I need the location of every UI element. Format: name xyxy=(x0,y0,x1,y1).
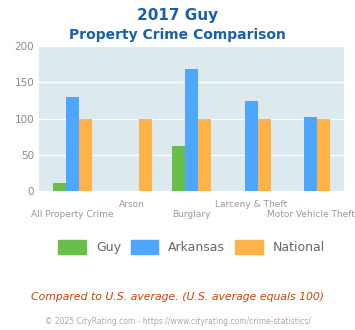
Bar xyxy=(245,101,258,191)
Bar xyxy=(185,69,198,191)
Bar xyxy=(79,119,92,191)
Bar xyxy=(139,119,152,191)
Text: Burglary: Burglary xyxy=(173,210,211,219)
Text: All Property Crime: All Property Crime xyxy=(31,210,114,219)
Bar xyxy=(258,119,271,191)
Text: Compared to U.S. average. (U.S. average equals 100): Compared to U.S. average. (U.S. average … xyxy=(31,292,324,302)
Text: Larceny & Theft: Larceny & Theft xyxy=(215,200,287,209)
Bar xyxy=(317,119,331,191)
Bar xyxy=(53,183,66,191)
Text: Motor Vehicle Theft: Motor Vehicle Theft xyxy=(267,210,355,219)
Text: Property Crime Comparison: Property Crime Comparison xyxy=(69,28,286,42)
Text: © 2025 CityRating.com - https://www.cityrating.com/crime-statistics/: © 2025 CityRating.com - https://www.city… xyxy=(45,317,310,326)
Bar xyxy=(304,117,317,191)
Text: Arson: Arson xyxy=(119,200,145,209)
Bar xyxy=(172,147,185,191)
Bar xyxy=(66,97,79,191)
Bar xyxy=(198,119,211,191)
Text: 2017 Guy: 2017 Guy xyxy=(137,8,218,23)
Legend: Guy, Arkansas, National: Guy, Arkansas, National xyxy=(53,235,330,259)
